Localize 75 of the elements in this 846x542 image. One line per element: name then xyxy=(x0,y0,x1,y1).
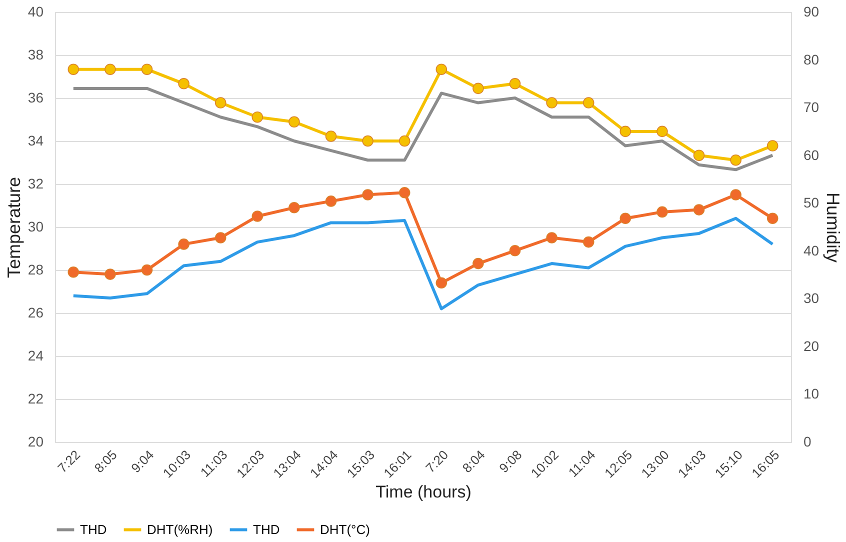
legend-label: THD xyxy=(80,522,107,537)
point xyxy=(582,236,594,248)
point xyxy=(178,238,190,250)
y2-axis-title: Humidity xyxy=(823,192,844,263)
point xyxy=(509,245,521,256)
point xyxy=(68,266,80,278)
x-axis-title: Time (hours) xyxy=(376,482,472,502)
y-tick-label: 24 xyxy=(28,348,44,364)
point xyxy=(693,150,705,161)
point xyxy=(214,97,226,108)
point xyxy=(546,97,558,108)
point xyxy=(178,78,190,90)
y2-tick-label: 90 xyxy=(804,4,820,20)
y2-tick-label: 10 xyxy=(804,386,820,402)
point xyxy=(620,212,632,224)
point xyxy=(214,232,226,244)
y2-tick-label: 20 xyxy=(804,338,820,354)
y-tick-label: 38 xyxy=(28,46,44,62)
point xyxy=(141,264,153,276)
point xyxy=(472,82,484,94)
point xyxy=(288,116,300,128)
point xyxy=(398,186,410,198)
point xyxy=(620,126,632,138)
x-tick-label: 8:04 xyxy=(459,447,488,476)
point xyxy=(730,154,742,166)
point xyxy=(104,64,116,75)
legend-label: DHT(°C) xyxy=(320,522,370,537)
point xyxy=(362,135,374,147)
x-tick-label: 9:08 xyxy=(496,447,525,476)
y2-tick-label: 0 xyxy=(804,434,812,450)
y-tick-label: 40 xyxy=(28,4,44,20)
point xyxy=(730,189,742,200)
y-tick-label: 36 xyxy=(28,90,44,106)
y-axis-title: Temperature xyxy=(4,176,24,278)
legend-label: DHT(%RH) xyxy=(147,522,213,537)
y2-tick-label: 30 xyxy=(804,290,820,306)
point xyxy=(766,212,778,224)
y2-tick-label: 50 xyxy=(804,194,820,211)
point xyxy=(325,196,337,207)
line-series xyxy=(72,86,774,172)
y2-tick-label: 60 xyxy=(804,146,820,163)
point xyxy=(582,97,594,108)
point xyxy=(252,210,264,222)
y-tick-label: 28 xyxy=(28,262,44,278)
point xyxy=(656,126,668,138)
line-series xyxy=(72,216,774,310)
point xyxy=(436,277,448,289)
point xyxy=(546,232,558,244)
point xyxy=(656,206,668,218)
point xyxy=(252,111,264,123)
y-tick-label: 22 xyxy=(28,390,44,406)
point xyxy=(398,135,410,147)
point xyxy=(436,64,448,75)
y2-tick-label: 80 xyxy=(804,51,820,68)
point xyxy=(362,189,374,200)
point xyxy=(766,140,778,152)
y2-tick-label: 70 xyxy=(804,99,820,116)
y-tick-label: 32 xyxy=(28,176,44,192)
y2-tick-label: 40 xyxy=(804,242,820,258)
x-tick-label: 7:22 xyxy=(54,447,84,476)
point xyxy=(472,258,484,270)
point xyxy=(104,268,116,280)
x-tick-label: 7:20 xyxy=(422,447,452,476)
point xyxy=(325,130,337,142)
x-tick-label: 9:04 xyxy=(128,447,157,476)
y-tick-label: 30 xyxy=(28,218,44,234)
y-tick-label: 34 xyxy=(28,132,44,148)
point xyxy=(288,202,300,214)
y-tick-label: 26 xyxy=(28,304,44,320)
y-tick-label: 20 xyxy=(28,434,44,450)
point xyxy=(509,78,521,90)
point xyxy=(693,204,705,216)
point xyxy=(68,64,80,75)
legend-label: THD xyxy=(253,522,280,537)
point xyxy=(141,64,153,75)
